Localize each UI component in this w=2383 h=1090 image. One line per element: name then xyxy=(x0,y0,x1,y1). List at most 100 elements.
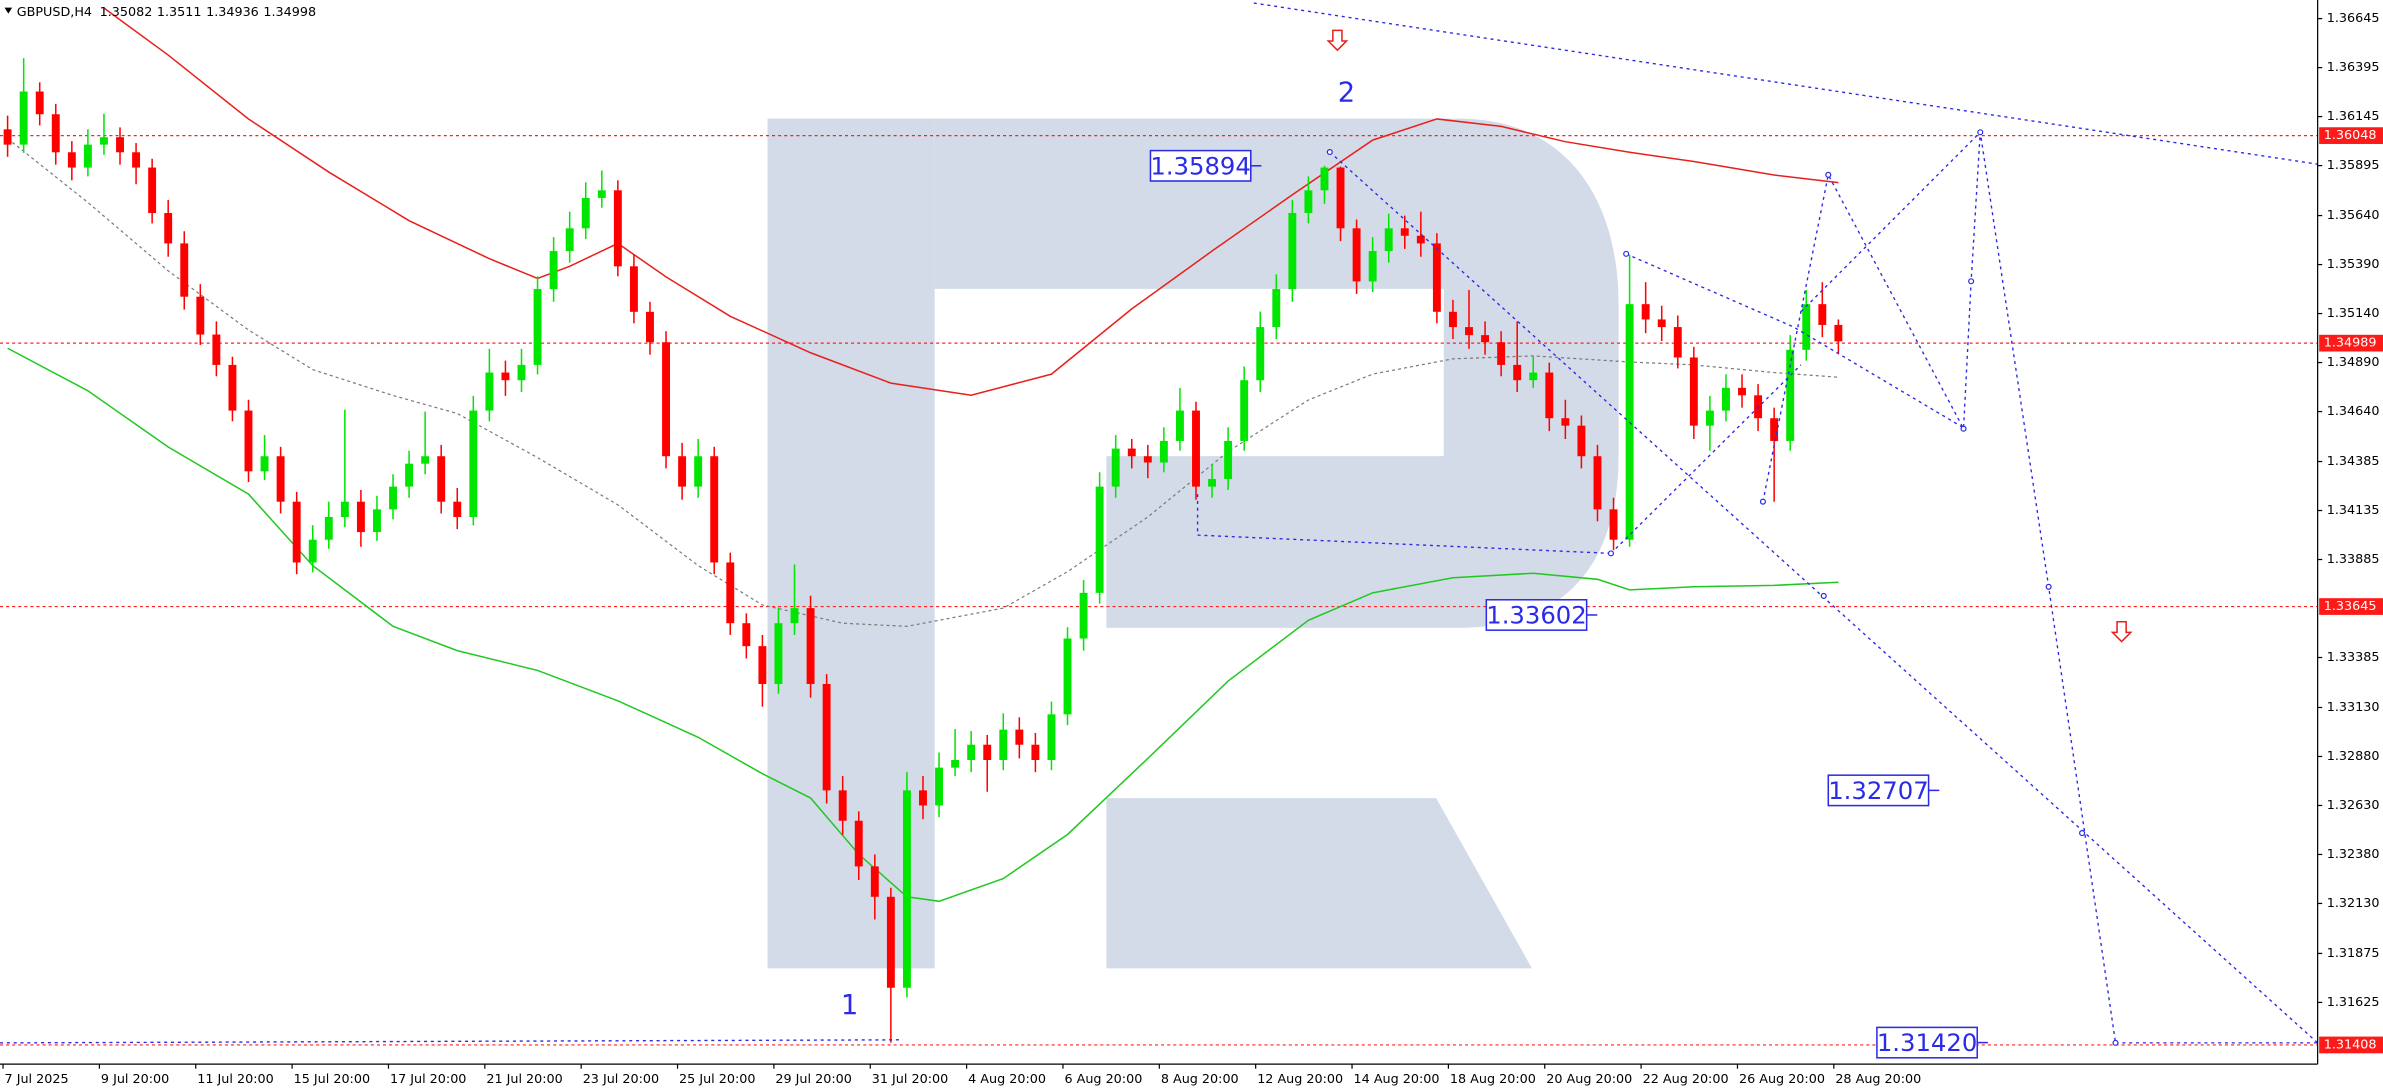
candle-body xyxy=(1465,327,1473,336)
candle-body xyxy=(1481,335,1490,343)
candle-body xyxy=(356,501,365,533)
candle-body xyxy=(1689,357,1698,426)
candle-body xyxy=(629,266,638,312)
candle-body xyxy=(694,456,703,487)
candle-body xyxy=(1673,327,1682,358)
candle-body xyxy=(501,372,510,381)
candle-body xyxy=(902,790,911,988)
candle-body xyxy=(1577,425,1586,457)
candle-body xyxy=(51,114,60,153)
x-tick-label: 8 Aug 20:00 xyxy=(1161,1072,1239,1087)
price-label-box xyxy=(1485,599,1588,631)
signal-arrows xyxy=(1326,29,2133,643)
candle-body xyxy=(340,501,349,517)
x-tick-label: 25 Jul 20:00 xyxy=(679,1072,755,1087)
candle-body xyxy=(148,167,157,214)
price-level-box xyxy=(2319,598,2383,615)
candle-body xyxy=(678,456,687,487)
candle-body xyxy=(67,152,76,168)
candle-body xyxy=(3,129,12,145)
ohlc-open: 1.35082 xyxy=(100,5,153,20)
candle-body xyxy=(100,137,108,145)
x-tick-label: 17 Jul 20:00 xyxy=(390,1072,466,1087)
x-tick-label: 20 Aug 20:00 xyxy=(1546,1072,1632,1087)
x-tick-label: 9 Jul 20:00 xyxy=(101,1072,169,1087)
node xyxy=(1326,148,1333,156)
y-tick-label: 1.34385 xyxy=(2327,454,2380,469)
candle-body xyxy=(196,296,205,335)
candle-body xyxy=(742,623,751,647)
annotations: 1.35894 1.33602 1.32707 1.31420 1 2 xyxy=(841,78,1988,1059)
candle-body xyxy=(790,608,799,624)
x-tick-label: 22 Aug 20:00 xyxy=(1643,1072,1729,1087)
watermark-leg xyxy=(1106,798,1532,969)
candle-body xyxy=(1336,167,1345,229)
candle-body xyxy=(758,646,767,684)
candle-body xyxy=(292,501,301,563)
candle-body xyxy=(935,767,943,806)
candle-body xyxy=(1047,714,1056,760)
candle-body xyxy=(1192,410,1200,487)
candle-body xyxy=(613,190,622,267)
price-axis-area xyxy=(2317,0,2383,1090)
header-text: GBPUSD,H4 1.35082 1.3511 1.34936 1.34998 xyxy=(17,5,316,20)
candle-body xyxy=(597,190,606,198)
candle-body xyxy=(1432,243,1441,312)
price-level-label: 1.31408 xyxy=(2324,1037,2377,1052)
candle-body xyxy=(1095,486,1104,593)
y-tick-label: 1.34890 xyxy=(2327,355,2380,370)
node xyxy=(1623,250,1630,257)
candle-body xyxy=(1127,448,1136,457)
y-tick-label: 1.32130 xyxy=(2327,896,2380,911)
candle-body xyxy=(485,372,494,411)
triangle-line xyxy=(1625,253,1966,430)
x-tick-label: 31 Jul 20:00 xyxy=(872,1072,948,1087)
price-level-label: 1.34989 xyxy=(2324,336,2377,351)
watermark-bowl xyxy=(934,118,1619,628)
candle-body xyxy=(822,683,831,791)
price-level-box xyxy=(2319,1036,2383,1054)
node xyxy=(1607,550,1614,557)
candle-body xyxy=(1111,448,1120,487)
wave-label: 1 xyxy=(841,990,858,1021)
candle-body xyxy=(1834,324,1843,342)
candle-body xyxy=(1224,440,1233,479)
price-level-box xyxy=(2319,334,2383,352)
x-tick-label: 18 Aug 20:00 xyxy=(1450,1072,1536,1087)
candle-body xyxy=(1159,440,1168,463)
candle-body xyxy=(453,501,462,517)
node xyxy=(2112,1039,2119,1046)
y-tick-label: 1.35895 xyxy=(2327,158,2380,173)
y-tick-label: 1.33885 xyxy=(2327,552,2380,567)
candle-body xyxy=(1416,235,1425,244)
x-tick-label: 21 Jul 20:00 xyxy=(486,1072,562,1087)
node xyxy=(1960,425,1967,432)
candle-body xyxy=(469,410,478,517)
x-tick-label: 23 Jul 20:00 xyxy=(583,1072,659,1087)
x-tick-label: 12 Aug 20:00 xyxy=(1257,1072,1343,1087)
candle-body xyxy=(19,91,28,145)
candle-body xyxy=(1031,744,1040,760)
x-tick-label: 11 Jul 20:00 xyxy=(197,1072,273,1087)
candle-body xyxy=(1304,190,1313,214)
x-tick-label: 29 Jul 20:00 xyxy=(775,1072,851,1087)
candle-body xyxy=(308,539,317,563)
candle-body xyxy=(1352,228,1361,282)
candle-body xyxy=(581,197,590,229)
candle-body xyxy=(646,311,654,343)
candle-body xyxy=(180,243,189,297)
x-tick-label: 7 Jul 2025 xyxy=(5,1072,69,1087)
candle-body xyxy=(276,456,285,502)
y-tick-label: 1.35640 xyxy=(2327,208,2380,223)
price-label: 1.33602 xyxy=(1486,600,1586,629)
node xyxy=(1759,498,1766,505)
candle-body xyxy=(83,144,92,168)
candle-body xyxy=(421,456,430,464)
candle-body xyxy=(886,896,895,988)
candle-body xyxy=(324,516,333,540)
price-level-box xyxy=(2319,127,2383,144)
candle-body xyxy=(1770,418,1779,441)
indicator-line xyxy=(7,347,1839,903)
x-tick-label: 14 Aug 20:00 xyxy=(1354,1072,1440,1087)
candle-body xyxy=(951,759,960,768)
